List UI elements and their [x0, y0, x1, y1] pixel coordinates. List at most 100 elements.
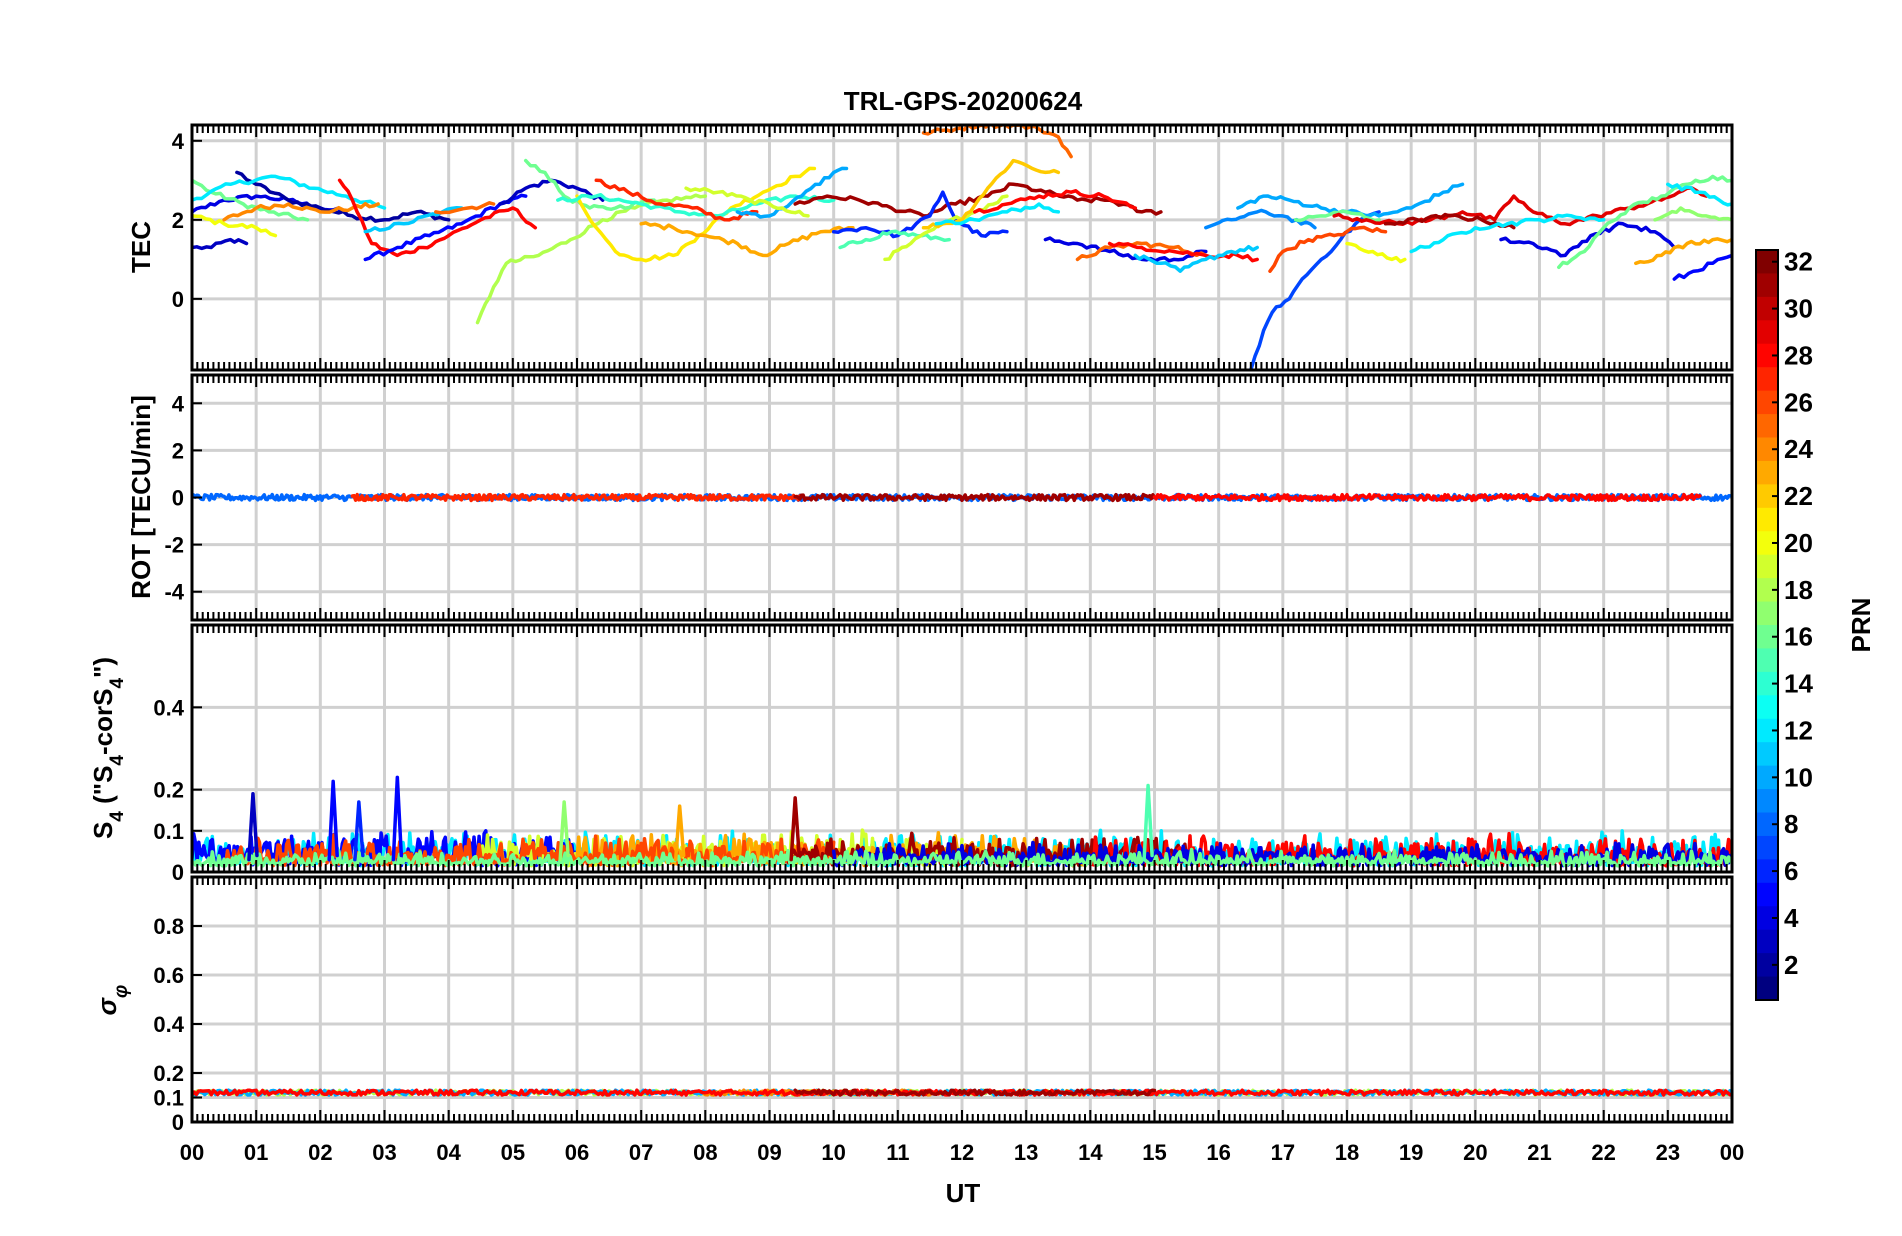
colorbar-segment: [1756, 882, 1778, 907]
x-tick-label: 22: [1591, 1140, 1615, 1165]
colorbar-tick-label: 6: [1784, 856, 1798, 886]
s4-peak-prn-17: [558, 800, 570, 862]
colorbar-tick-label: 30: [1784, 294, 1813, 324]
tec-series-prn-21: [575, 166, 817, 263]
colorbar-segment: [1756, 390, 1778, 415]
colorbar-tick-label: 28: [1784, 340, 1813, 370]
rot-y-tick-label: 4: [172, 391, 185, 416]
s4-tick-marks: [191, 625, 1733, 872]
sigma-series-prn-31: [793, 1088, 1157, 1097]
colorbar-segment: [1756, 859, 1778, 884]
x-tick-label: 07: [629, 1140, 653, 1165]
tec-series-prn-25: [921, 125, 1073, 159]
tec-minor-ticks: [191, 125, 1733, 370]
rot-series-prn-31: [793, 492, 1157, 503]
s4-grid: [190, 625, 1734, 874]
rot-tick-marks: [191, 375, 1733, 620]
colorbar-tick-label: 12: [1784, 715, 1813, 745]
x-axis-label: UT: [946, 1178, 981, 1208]
x-tick-label: 12: [950, 1140, 974, 1165]
s4-y-axis-label-text: S4 ("S4-corS4"): [88, 657, 128, 839]
x-tick-label: 06: [565, 1140, 589, 1165]
tec-series-prn-31: [1383, 212, 1516, 230]
rot-panel: -4 -2 0 2 4: [164, 373, 1734, 622]
s4-peak-prn-5: [327, 779, 339, 862]
s4-label-part: 4: [107, 678, 128, 689]
colorbar-tick-label: 4: [1784, 903, 1799, 933]
tec-panel: 0 2 4: [172, 123, 1734, 372]
tec-y-tick-label: 4: [172, 129, 185, 154]
tec-series-prn-4: [1043, 236, 1208, 263]
tec-series-prn-14: [556, 192, 836, 218]
colorbar-segment: [1756, 929, 1778, 954]
colorbar-segment: [1756, 343, 1778, 368]
colorbar-segment: [1756, 765, 1778, 790]
s4-label-part: 4: [107, 755, 128, 766]
sigma_phi-y-tick-labels: 00.10.2 0.4 0.6 0.8: [153, 914, 202, 1135]
tec-series-prn-16: [1557, 174, 1732, 270]
x-tick-label: 21: [1527, 1140, 1551, 1165]
colorbar-segment: [1756, 531, 1778, 556]
tec-series-prn-15: [838, 229, 951, 250]
colorbar-segment: [1756, 554, 1778, 579]
rot-y-tick-label: -4: [164, 580, 184, 605]
tec-series-prn-16: [1293, 209, 1381, 223]
colorbar-tick-label: 32: [1784, 247, 1813, 277]
x-tick-label: 23: [1656, 1140, 1680, 1165]
x-tick-label: 02: [308, 1140, 332, 1165]
rot-y-tick-label: 0: [172, 486, 184, 511]
tec-y-tick-label: 2: [172, 208, 184, 233]
sigma_phi-y-tick-label: 0.2: [153, 1061, 184, 1086]
colorbar-tick-label: 2: [1784, 950, 1798, 980]
x-tick-label: 11: [886, 1140, 909, 1165]
tec-series-prn-18: [475, 193, 708, 325]
s4-y-tick-label: 0: [172, 860, 184, 885]
colorbar-segment: [1756, 484, 1778, 509]
colorbar-tick-label: 10: [1784, 762, 1813, 792]
s4-peak-prn-6: [353, 800, 365, 862]
tec-series-prn-12: [1666, 182, 1732, 207]
x-axis-tick-labels: 00 01 02 03 04 05 06 07 08 09 10 11 12 13 14 15 16 17 18 19…: [180, 1140, 1744, 1165]
s4-peak-prn-23: [673, 804, 686, 862]
s4-peak-prn-3: [247, 792, 259, 862]
s4-peak-prn-15: [1142, 783, 1154, 862]
s4-y-axis-label: S4 ("S4-corS4"): [88, 657, 128, 839]
phi-subscript: φ: [111, 985, 132, 998]
tec-y-axis-label-text: TEC: [126, 221, 156, 273]
tec-series-prn-25: [434, 201, 496, 215]
colorbar-segment: [1756, 789, 1778, 814]
colorbar-tick-label: 22: [1784, 481, 1813, 511]
tec-series-prn-28: [973, 189, 1138, 214]
x-tick-label: 10: [821, 1140, 845, 1165]
x-tick-label: 15: [1142, 1140, 1166, 1165]
colorbar-tick-label: 18: [1784, 575, 1813, 605]
x-tick-label: 18: [1335, 1140, 1359, 1165]
tec-series-prn-7: [1249, 210, 1381, 370]
colorbar-segment: [1756, 320, 1778, 345]
x-tick-label: 03: [372, 1140, 396, 1165]
tec-series-prn-20: [1345, 241, 1407, 264]
colorbar-segment: [1756, 250, 1778, 275]
colorbar-segment: [1756, 414, 1778, 439]
s4-y-tick-labels: 0 0.1 0.2 0.4: [153, 695, 202, 885]
tec-series-prn-16: [523, 158, 656, 212]
rot-y-axis-label: ROT [TECU/min]: [126, 395, 156, 599]
colorbar-segment: [1756, 671, 1778, 696]
tec-series-prn-3: [498, 178, 605, 206]
x-tick-label: 17: [1271, 1140, 1295, 1165]
tec-series-prn-10: [735, 166, 849, 219]
sigma_phi-y-tick-label: 0.1: [153, 1086, 184, 1111]
sigma_phi-y-tick-label: 0: [172, 1110, 184, 1135]
colorbar-segment: [1756, 718, 1778, 743]
rot-y-tick-labels: -4 -2 0 2 4: [164, 391, 202, 605]
colorbar-segment: [1756, 648, 1778, 673]
s4-label-part: -corS: [88, 689, 118, 755]
tec-series-prn-22: [921, 158, 1061, 230]
s4-label-part: "): [88, 657, 118, 678]
rot-y-tick-label: -2: [164, 533, 184, 558]
tec-series-prn-20: [192, 214, 278, 238]
tec-series-prn-5: [1672, 253, 1732, 281]
tec-series-prn-12: [1409, 213, 1606, 254]
colorbar-tick-label: 14: [1784, 669, 1813, 699]
